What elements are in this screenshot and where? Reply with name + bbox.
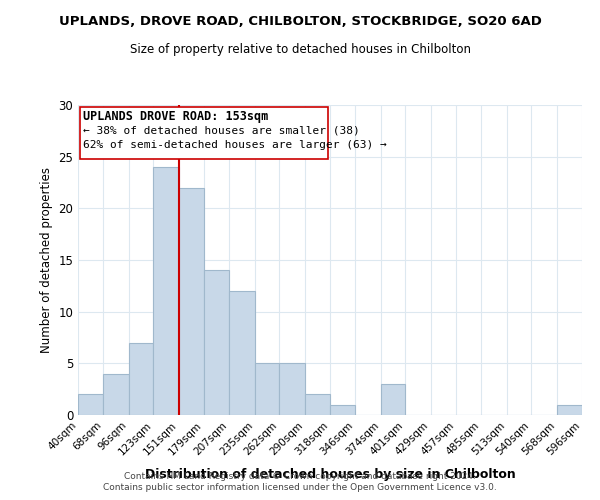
Bar [179,188,204,415]
Bar [279,364,305,415]
FancyBboxPatch shape [80,107,328,158]
Text: ← 38% of detached houses are smaller (38): ← 38% of detached houses are smaller (38… [83,126,360,136]
Text: Size of property relative to detached houses in Chilbolton: Size of property relative to detached ho… [130,42,470,56]
Text: UPLANDS DROVE ROAD: 153sqm: UPLANDS DROVE ROAD: 153sqm [83,110,269,123]
Text: Contains public sector information licensed under the Open Government Licence v3: Contains public sector information licen… [103,484,497,492]
Bar [153,167,179,415]
Bar [103,374,129,415]
Text: 62% of semi-detached houses are larger (63) →: 62% of semi-detached houses are larger (… [83,140,387,150]
Bar [381,384,405,415]
X-axis label: Distribution of detached houses by size in Chilbolton: Distribution of detached houses by size … [145,468,515,481]
Text: UPLANDS, DROVE ROAD, CHILBOLTON, STOCKBRIDGE, SO20 6AD: UPLANDS, DROVE ROAD, CHILBOLTON, STOCKBR… [59,15,541,28]
Bar [129,342,153,415]
Y-axis label: Number of detached properties: Number of detached properties [40,167,53,353]
Bar [330,404,355,415]
Bar [557,404,582,415]
Bar [204,270,229,415]
Bar [255,364,279,415]
Bar [78,394,103,415]
Bar [305,394,330,415]
Text: Contains HM Land Registry data © Crown copyright and database right 2024.: Contains HM Land Registry data © Crown c… [124,472,476,481]
Bar [229,291,255,415]
